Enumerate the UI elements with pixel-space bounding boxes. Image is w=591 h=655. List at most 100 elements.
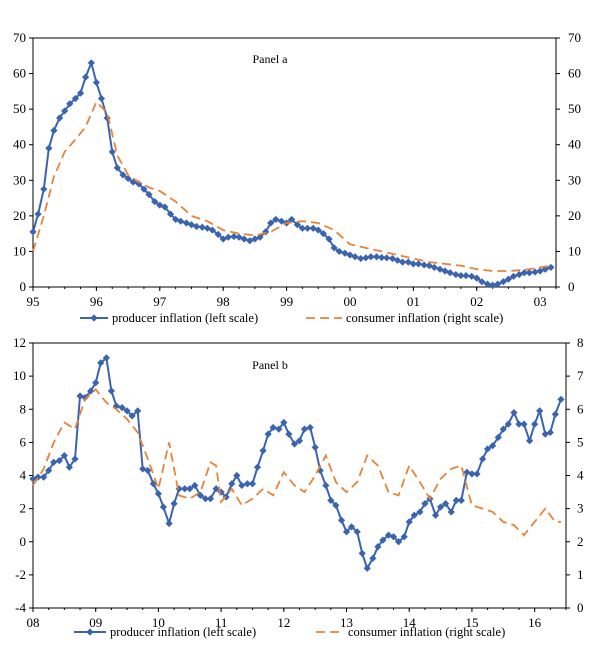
y-right-tick-label: 1 <box>577 567 584 582</box>
panel-title: Panel a <box>253 52 289 66</box>
producer-inflation-point <box>159 503 168 511</box>
producer-inflation-point <box>388 254 397 263</box>
y-left-tick-label: -4 <box>15 600 26 615</box>
producer-inflation-point <box>275 425 283 433</box>
consumer-inflation-line <box>32 388 561 537</box>
producer-inflation-point <box>414 260 423 268</box>
producer-inflation-point <box>288 215 296 224</box>
producer-inflation-point <box>327 496 335 504</box>
y-right-tick-label: 60 <box>568 66 581 81</box>
consumer-inflation-line <box>32 100 552 272</box>
producer-inflation-point <box>515 270 523 279</box>
producer-inflation-point <box>256 233 264 241</box>
producer-inflation-point <box>87 59 95 67</box>
producer-inflation-point <box>446 269 454 277</box>
legend-producer-label: producer inflation (left scale) <box>110 625 256 639</box>
producer-inflation-point <box>311 443 319 451</box>
x-tick-label: 10 <box>152 615 165 630</box>
producer-inflation-point <box>363 564 371 572</box>
x-tick-label: 00 <box>343 294 356 309</box>
legend-producer-marker <box>86 628 94 636</box>
producer-inflation-line <box>32 59 552 287</box>
y-right-tick-label: 6 <box>577 401 584 416</box>
y-left-tick-label: 40 <box>13 137 26 152</box>
y-left-tick-label: 0 <box>20 534 27 549</box>
producer-inflation-point <box>400 533 408 541</box>
producer-inflation-point <box>379 536 387 544</box>
producer-inflation-point <box>82 73 90 81</box>
producer-inflation-point <box>253 463 262 471</box>
producer-inflation-point <box>108 148 116 156</box>
y-right-tick-label: 2 <box>577 534 584 549</box>
producer-inflation-point <box>520 420 528 428</box>
producer-inflation-point <box>405 518 413 526</box>
producer-inflation-point <box>128 412 136 420</box>
producer-inflation-point <box>389 533 398 541</box>
x-tick-label: 02 <box>470 294 483 309</box>
producer-inflation-point <box>420 261 428 269</box>
producer-inflation-point <box>272 215 280 224</box>
producer-inflation-point <box>293 221 301 229</box>
producer-inflation-point <box>29 228 37 236</box>
producer-inflation-point <box>531 268 539 276</box>
producer-inflation-point <box>243 480 252 488</box>
producer-inflation-point <box>536 407 544 415</box>
producer-inflation-point <box>238 481 246 490</box>
producer-inflation-point <box>233 471 241 480</box>
producer-inflation-point <box>224 233 232 241</box>
y-left-tick-label: -2 <box>15 567 26 582</box>
producer-inflation-point <box>206 495 215 503</box>
producer-inflation-point <box>520 269 528 277</box>
y-left-tick-label: 60 <box>13 66 26 81</box>
x-tick-label: 09 <box>89 615 102 630</box>
y-left-tick-label: 6 <box>20 434 27 449</box>
y-right-tick-label: 0 <box>577 600 584 615</box>
producer-inflation-point <box>330 244 338 252</box>
y-left-tick-label: 70 <box>13 30 26 45</box>
producer-inflation-point <box>357 254 365 263</box>
producer-inflation-point <box>393 256 402 264</box>
producer-inflation-point <box>489 442 497 450</box>
x-tick-label: 98 <box>217 294 230 309</box>
y-right-tick-label: 10 <box>568 243 581 258</box>
y-right-tick-label: 8 <box>577 335 584 350</box>
legend-consumer-label: consumer inflation (right scale) <box>346 311 503 325</box>
producer-inflation-point <box>92 78 100 87</box>
x-tick-label: 08 <box>27 615 40 630</box>
producer-inflation-point <box>65 463 73 471</box>
x-tick-label: 13 <box>340 615 353 630</box>
producer-inflation-point <box>198 223 206 231</box>
producer-inflation-point <box>479 455 487 463</box>
producer-inflation-point <box>214 230 222 238</box>
y-left-tick-label: 30 <box>13 172 26 187</box>
producer-inflation-point <box>113 164 121 172</box>
producer-inflation-point <box>87 387 95 395</box>
producer-inflation-point <box>191 481 199 490</box>
y-right-tick-label: 4 <box>577 468 584 483</box>
x-tick-label: 15 <box>465 615 478 630</box>
producer-inflation-point <box>557 395 565 403</box>
y-left-tick-label: 50 <box>13 101 26 116</box>
producer-inflation-point <box>140 185 148 193</box>
producer-inflation-point <box>319 230 327 238</box>
producer-inflation-point <box>267 219 275 227</box>
producer-inflation-point <box>478 278 486 286</box>
producer-inflation-point <box>322 481 330 490</box>
y-left-tick-label: 12 <box>13 335 26 350</box>
panel-title: Panel b <box>252 358 288 372</box>
y-left-tick-label: 0 <box>20 279 27 294</box>
producer-inflation-point <box>452 496 460 504</box>
producer-inflation-point <box>298 224 307 232</box>
producer-inflation-point <box>201 495 210 503</box>
x-tick-label: 99 <box>280 294 293 309</box>
y-right-tick-label: 3 <box>577 501 584 516</box>
producer-inflation-point <box>212 485 220 493</box>
producer-inflation-point <box>398 258 407 266</box>
producer-inflation-point <box>484 445 492 453</box>
x-tick-label: 01 <box>407 294 420 309</box>
producer-inflation-point <box>277 217 286 225</box>
producer-inflation-point <box>353 528 361 536</box>
